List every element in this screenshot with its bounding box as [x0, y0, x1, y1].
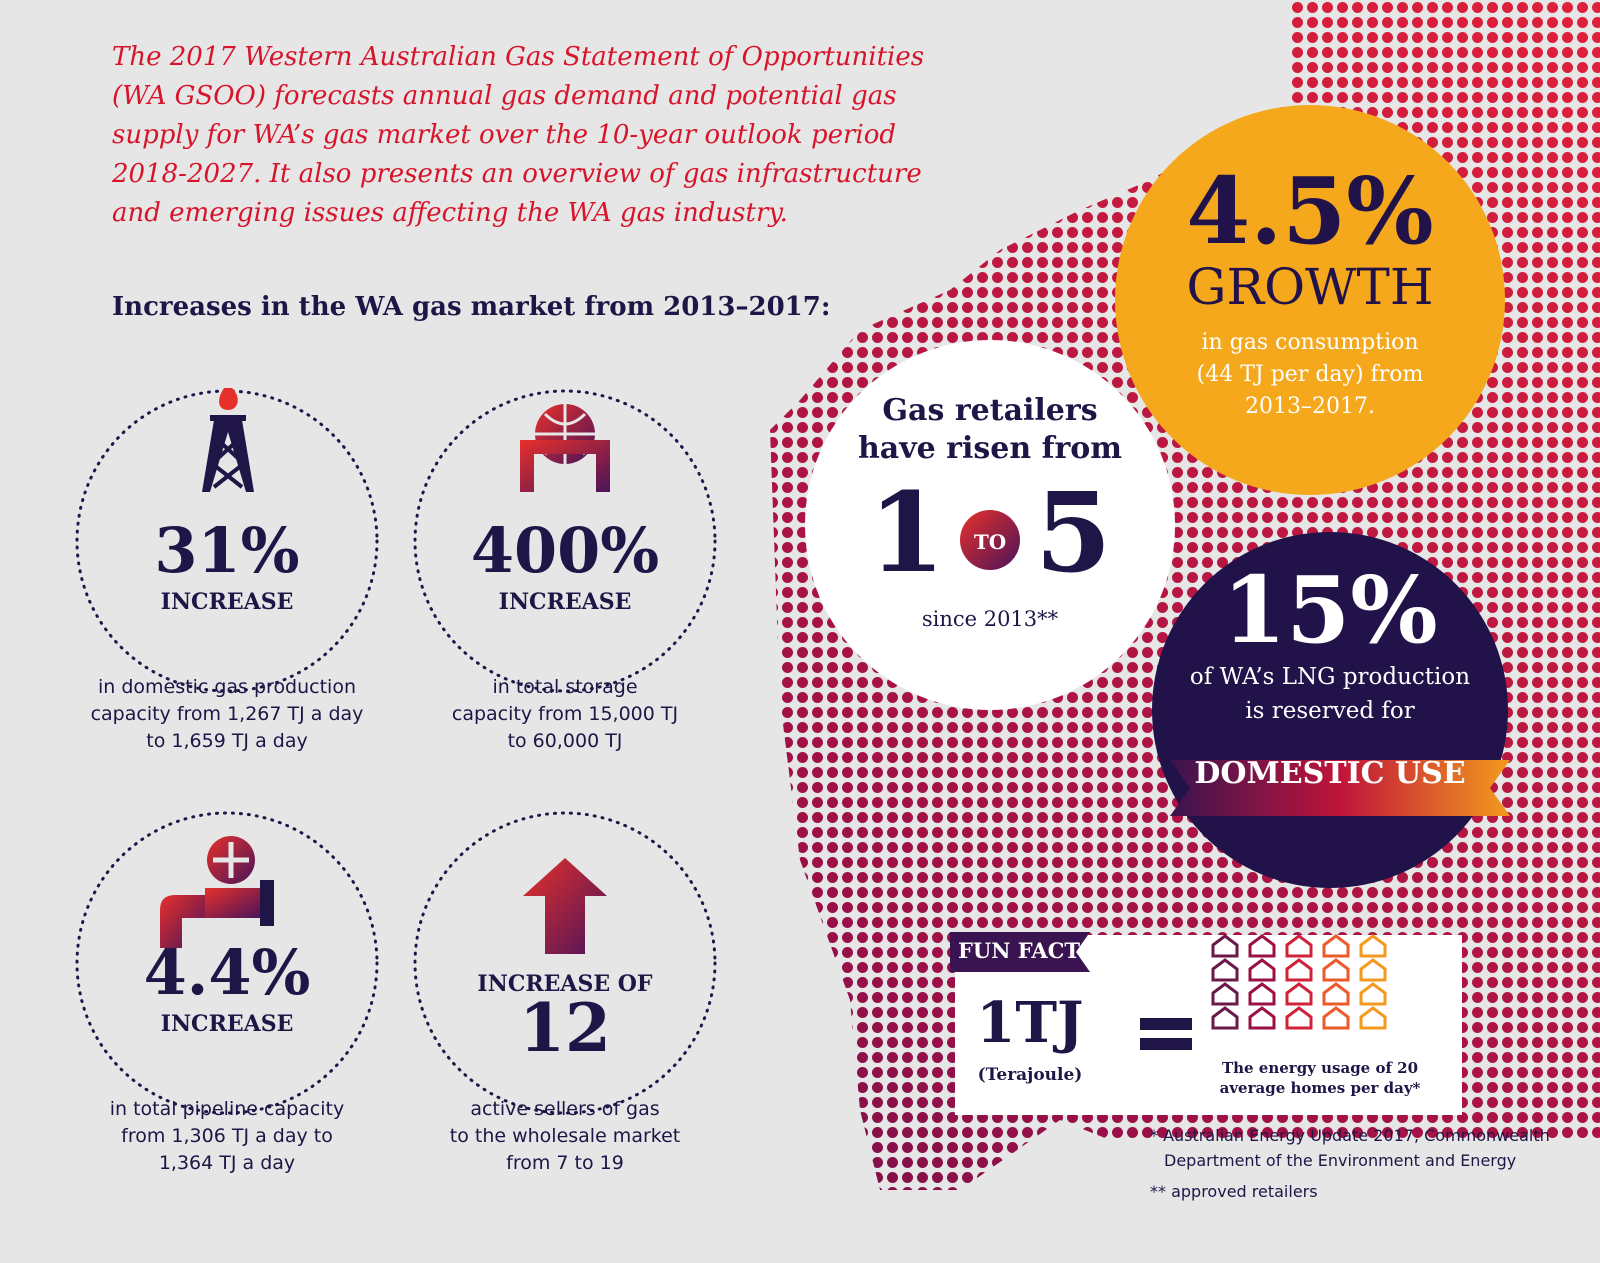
- footnotes: * Australian Energy Update 2017, Commonw…: [1150, 1123, 1550, 1204]
- stat-label: INCREASE OF: [477, 971, 653, 997]
- stat-label: INCREASE: [160, 1011, 294, 1037]
- stat-value: 12: [519, 989, 611, 1067]
- line: of WA’s LNG production: [1189, 664, 1471, 690]
- house-icon: [1248, 1006, 1276, 1030]
- line: to the wholesale market: [449, 1125, 681, 1147]
- house-icon: [1359, 934, 1387, 958]
- stat-description: active sellers of gas to the wholesale ma…: [395, 1096, 735, 1177]
- house-icon: [1285, 958, 1313, 982]
- fun-fact-unit: (Terajoule): [977, 1065, 1083, 1085]
- line: 1,364 TJ a day: [158, 1152, 296, 1174]
- house-icon: [1359, 958, 1387, 982]
- line: (44 TJ per day) from: [1196, 362, 1424, 387]
- end: 5: [1035, 468, 1112, 597]
- house-icon: [1248, 982, 1276, 1006]
- stat-value: 31%: [154, 514, 300, 587]
- line: in domestic gas production: [97, 676, 357, 698]
- retailers-heading: Gas retailers have risen from: [805, 392, 1175, 468]
- house-icon: [1285, 934, 1313, 958]
- line: The energy usage of 20: [1221, 1059, 1419, 1077]
- footnote: ** approved retailers: [1150, 1182, 1318, 1201]
- line: to 60,000 TJ: [507, 730, 623, 752]
- house-icon: [1211, 934, 1239, 958]
- house-icon: [1285, 982, 1313, 1006]
- line: have risen from: [857, 431, 1123, 466]
- line: capacity from 1,267 TJ a day: [90, 703, 364, 725]
- stat-description: in domestic gas production capacity from …: [57, 674, 397, 755]
- line: from 1,306 TJ a day to: [121, 1125, 333, 1147]
- lng-banner: DOMESTIC USE: [1194, 756, 1466, 791]
- to: TO: [973, 530, 1007, 555]
- line: capacity from 15,000 TJ: [451, 703, 679, 725]
- growth-text: in gas consumption (44 TJ per day) from 20…: [1115, 327, 1505, 423]
- house-icon: [1211, 958, 1239, 982]
- line: average homes per day*: [1219, 1079, 1421, 1097]
- house-icon: [1322, 1006, 1350, 1030]
- house-icon: [1248, 934, 1276, 958]
- stat-description: in total storage capacity from 15,000 TJ t…: [395, 674, 735, 755]
- growth-value: 4.5%: [1186, 157, 1434, 265]
- retailers-block: Gas retailers have risen from 1 TO 5 since …: [805, 392, 1175, 631]
- growth-block: 4.5% GROWTH in gas consumption (44 TJ per…: [1115, 165, 1505, 423]
- retailers-note: since 2013**: [921, 607, 1059, 632]
- house-icon: [1359, 1006, 1387, 1030]
- line: to 1,659 TJ a day: [146, 730, 308, 752]
- stat-label: INCREASE: [160, 589, 294, 615]
- line: 2013–2017.: [1245, 394, 1375, 419]
- retailers-numbers: 1 TO 5: [805, 468, 1175, 607]
- line: in total storage: [492, 676, 638, 698]
- house-icon: [1322, 982, 1350, 1006]
- house-icon: [1322, 958, 1350, 982]
- line: from 7 to 19: [506, 1152, 624, 1174]
- footnote: Department of the Environment and Energy: [1164, 1151, 1517, 1170]
- stat-value: 400%: [470, 514, 660, 587]
- line: active sellers of gas: [470, 1098, 660, 1120]
- line: in total pipeline capacity: [109, 1098, 345, 1120]
- section-title: Increases in the WA gas market from 2013…: [112, 292, 831, 322]
- house-icon: [1359, 982, 1387, 1006]
- from: 1: [868, 468, 945, 597]
- footnote: * Australian Energy Update 2017, Commonw…: [1150, 1126, 1550, 1145]
- fun-fact-caption: The energy usage of 20 average homes per …: [1200, 1058, 1440, 1098]
- line: Gas retailers: [882, 393, 1098, 428]
- fun-fact-value: 1TJ: [976, 990, 1084, 1056]
- stat-value: 4.4%: [143, 936, 311, 1009]
- lng-block: 15% of WA’s LNG production is reserved fo…: [1150, 560, 1510, 791]
- house-icon: [1211, 1006, 1239, 1030]
- intro-text: The 2017 Western Australian Gas Statemen…: [112, 42, 925, 228]
- house-icon: [1322, 934, 1350, 958]
- stat-label: INCREASE: [498, 589, 632, 615]
- growth-label: GROWTH: [1186, 258, 1434, 316]
- lng-value: 15%: [1222, 556, 1438, 664]
- house-icon: [1285, 1006, 1313, 1030]
- house-icon: [1211, 982, 1239, 1006]
- house-icon: [1248, 958, 1276, 982]
- stat-description: in total pipeline capacity from 1,306 TJ …: [57, 1096, 397, 1177]
- fun-fact-tag: FUN FACT: [958, 938, 1081, 963]
- line: is reserved for: [1245, 698, 1415, 724]
- line: in gas consumption: [1201, 330, 1419, 355]
